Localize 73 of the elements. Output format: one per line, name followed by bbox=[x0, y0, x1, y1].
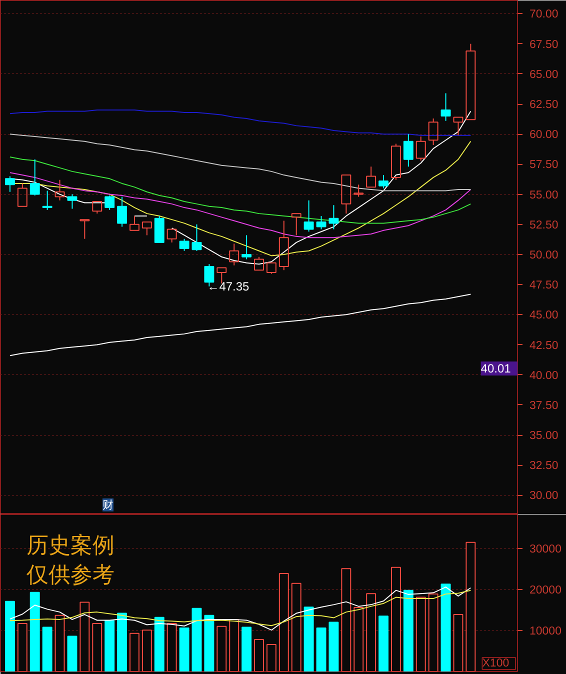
candlestick bbox=[42, 190, 52, 210]
candlestick bbox=[30, 158, 40, 196]
candlestick bbox=[291, 213, 302, 236]
bar bbox=[242, 626, 252, 672]
y-tick-label: 55.00 bbox=[530, 189, 558, 202]
y-axis-title: X100 bbox=[482, 658, 510, 670]
candlestick bbox=[278, 220, 289, 271]
y-tick-label: 60.00 bbox=[530, 129, 558, 142]
line-series bbox=[9, 156, 472, 224]
candlestick bbox=[341, 174, 352, 214]
bar bbox=[378, 616, 388, 672]
candlestick bbox=[416, 136, 426, 162]
candlestick bbox=[403, 134, 414, 168]
y-tick-label: 35.00 bbox=[530, 430, 558, 442]
line-series bbox=[9, 172, 472, 238]
bar bbox=[304, 606, 314, 672]
annotation: 历史案例 bbox=[26, 533, 114, 558]
candlestick bbox=[328, 204, 339, 230]
annotation: 财 bbox=[102, 498, 114, 512]
bar bbox=[4, 600, 15, 672]
y-tick-label: 52.50 bbox=[530, 219, 558, 232]
y-tick-label: 40.00 bbox=[530, 370, 558, 382]
y-tick-label: 45.00 bbox=[530, 310, 558, 322]
candlestick bbox=[354, 184, 364, 198]
y-tick-label: 30.00 bbox=[530, 490, 558, 502]
bar bbox=[104, 620, 115, 672]
candlestick bbox=[304, 200, 314, 232]
y-tick-label: 30000 bbox=[530, 544, 562, 556]
line-series bbox=[9, 294, 472, 356]
annotation: 仅供参考 bbox=[26, 563, 114, 588]
y-tick-label: 70.00 bbox=[530, 8, 558, 21]
y-tick-label: 37.50 bbox=[530, 400, 558, 412]
bar bbox=[403, 590, 414, 672]
candlestick bbox=[192, 224, 202, 252]
y-tick-label: 32.50 bbox=[530, 460, 558, 472]
candlestick bbox=[54, 179, 65, 201]
candlestick bbox=[67, 194, 78, 210]
bar bbox=[440, 584, 451, 672]
y-tick-label: 10000 bbox=[530, 626, 562, 638]
candlestick bbox=[80, 219, 90, 240]
candlestick bbox=[130, 215, 140, 231]
y-tick-label: 65.00 bbox=[530, 68, 558, 81]
y-tick-label: 57.50 bbox=[530, 159, 558, 172]
candlestick bbox=[142, 221, 152, 236]
candlestick bbox=[117, 196, 128, 228]
candlestick bbox=[366, 166, 376, 188]
candlestick bbox=[229, 243, 240, 266]
candlestick bbox=[440, 92, 451, 122]
y-tick-label: 50.00 bbox=[530, 249, 558, 262]
bar bbox=[42, 626, 52, 672]
candlestick bbox=[242, 234, 252, 260]
candlestick bbox=[216, 267, 227, 284]
y-tick-label: 62.50 bbox=[530, 99, 558, 112]
bar bbox=[179, 628, 190, 672]
y-tick-label: 47.50 bbox=[530, 280, 558, 292]
text: 40.01 bbox=[480, 362, 512, 376]
bar bbox=[67, 636, 78, 672]
bar bbox=[316, 628, 326, 672]
line-series bbox=[9, 134, 472, 192]
candlestick bbox=[4, 176, 15, 192]
candlestick bbox=[17, 182, 28, 207]
y-tick-label: 67.50 bbox=[530, 38, 558, 51]
annotation: ←47.35 bbox=[207, 279, 250, 294]
candlestick bbox=[453, 116, 464, 136]
candlestick bbox=[466, 43, 476, 120]
bar bbox=[192, 608, 202, 672]
bar bbox=[154, 616, 164, 672]
y-tick-label: 20000 bbox=[530, 584, 562, 597]
bar bbox=[117, 612, 128, 672]
y-tick-label: 42.50 bbox=[530, 340, 558, 352]
bar bbox=[204, 614, 214, 672]
bar bbox=[30, 592, 40, 672]
bar bbox=[328, 622, 339, 672]
